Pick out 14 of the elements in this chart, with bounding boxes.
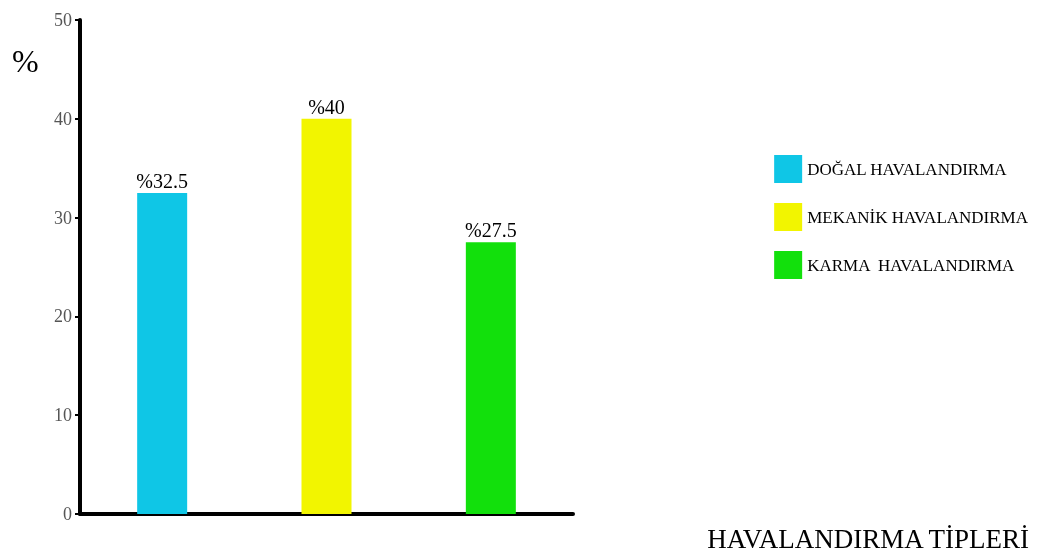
x-axis-title: HAVALANDIRMA TİPLERİ xyxy=(707,523,1030,554)
legend-label: KARMA HAVALANDIRMA xyxy=(807,255,1016,275)
y-tick-label: 20 xyxy=(54,306,72,327)
data-label: %32.5 xyxy=(136,169,188,192)
legend-label: MEKANİK HAVALANDIRMA xyxy=(807,207,1029,227)
y-tick-label: 0 xyxy=(63,504,72,524)
data-label: %40 xyxy=(308,95,345,118)
y-tick-label: 30 xyxy=(54,207,72,228)
y-axis-title: % xyxy=(12,43,39,79)
y-tick-label: 40 xyxy=(54,108,72,129)
legend-label: DOĞAL HAVALANDIRMA xyxy=(807,159,1008,179)
y-tick-label: 10 xyxy=(54,405,72,426)
y-tick-label: 50 xyxy=(54,10,72,30)
data-label: %27.5 xyxy=(465,219,517,242)
